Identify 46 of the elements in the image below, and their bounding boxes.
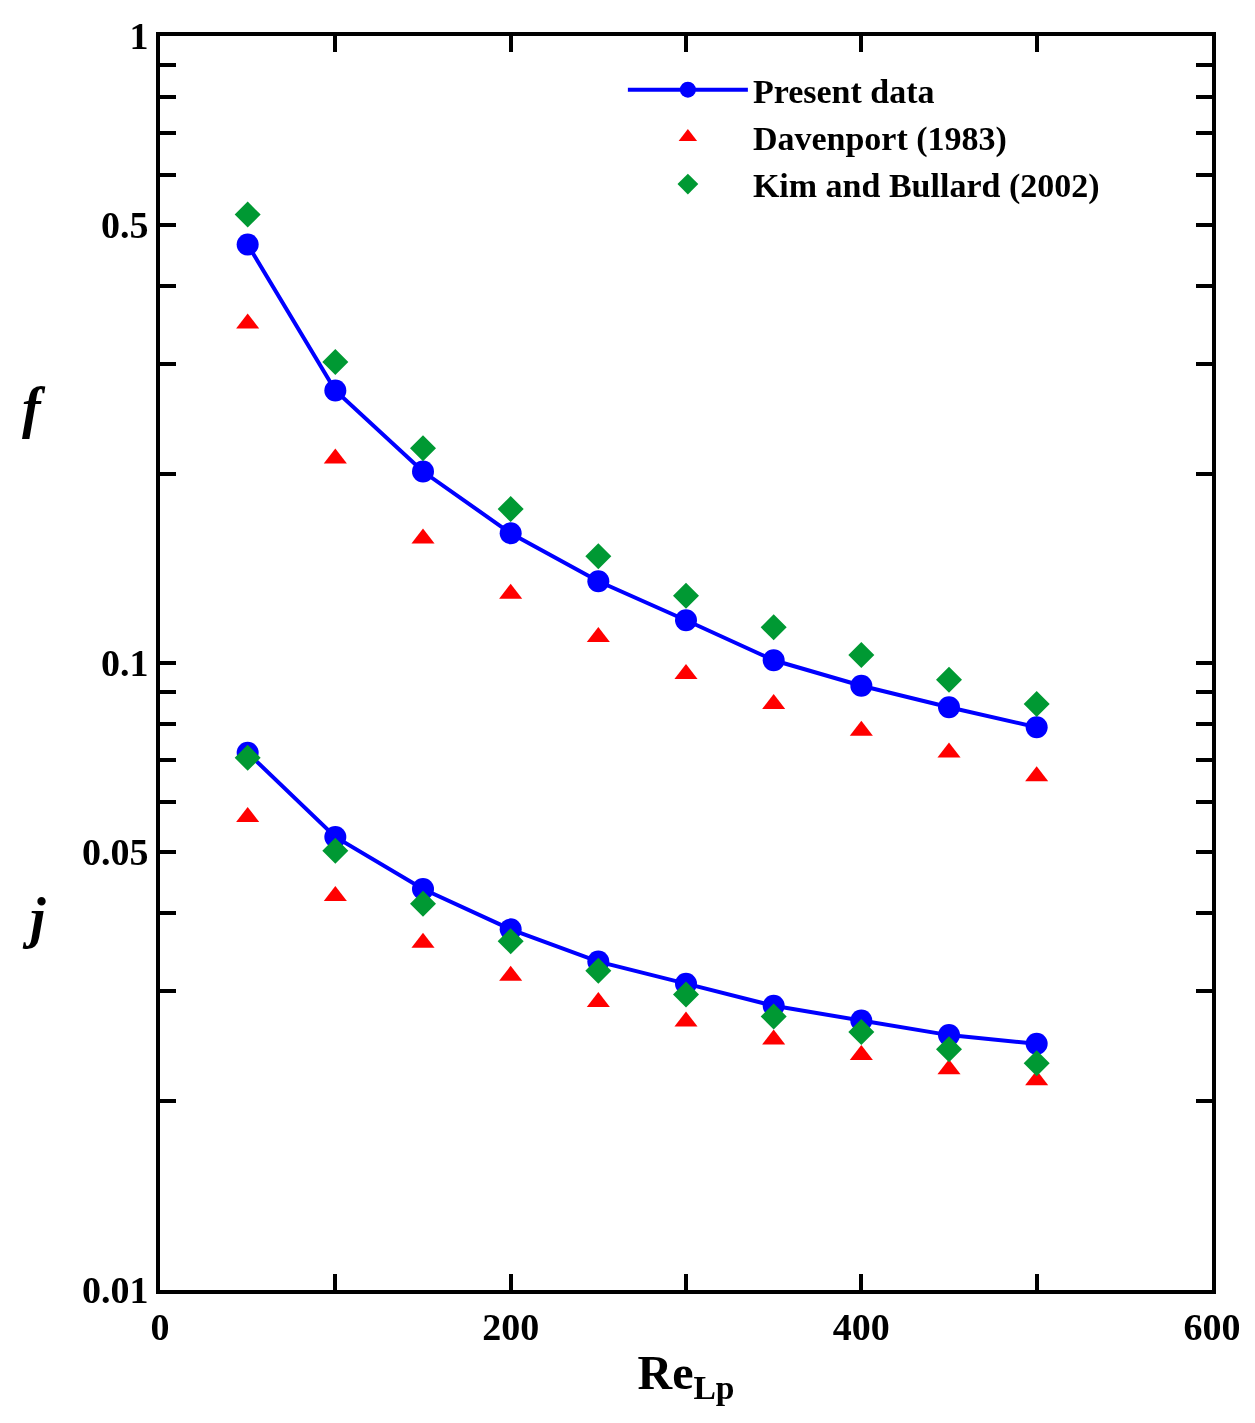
point — [1025, 716, 1048, 739]
y-tick-label: 0.01 — [81, 1269, 149, 1312]
point — [587, 570, 610, 593]
legend-label: Davenport (1983) — [752, 120, 1007, 159]
point — [412, 460, 434, 483]
x-axis-title: Re$_{Lp}$ — [637, 1346, 735, 1407]
point — [760, 614, 787, 641]
point — [499, 522, 522, 545]
point — [850, 674, 873, 697]
y-tick-label: 1 — [129, 15, 149, 58]
point — [848, 641, 875, 668]
point — [938, 696, 960, 719]
point — [675, 609, 697, 632]
point — [234, 201, 261, 228]
x-tick-label: 200 — [482, 1305, 540, 1348]
point — [324, 379, 347, 402]
legend-label: Present data — [752, 72, 935, 110]
point — [410, 890, 436, 917]
y-tick-label: 0.5 — [100, 204, 149, 247]
x-tick-label: 600 — [1183, 1305, 1241, 1348]
point — [410, 435, 436, 462]
point — [322, 349, 349, 376]
point — [322, 837, 349, 864]
point — [585, 957, 612, 984]
point — [762, 649, 785, 672]
point — [760, 1003, 787, 1030]
point — [1025, 1032, 1048, 1055]
point — [236, 233, 259, 256]
point — [936, 666, 962, 693]
point — [497, 496, 524, 523]
point — [936, 1036, 962, 1063]
point — [234, 744, 261, 771]
point — [1023, 691, 1050, 718]
point — [1023, 1050, 1050, 1077]
legend-label: Kim and Bullard (2002) — [752, 167, 1100, 206]
y-tick-label: 0.1 — [100, 642, 149, 685]
point — [497, 928, 524, 955]
point — [585, 543, 612, 570]
x-tick-label: 400 — [832, 1305, 890, 1348]
point — [673, 981, 699, 1008]
text: j — [22, 887, 46, 949]
text: f — [22, 377, 46, 439]
point — [673, 582, 699, 609]
x-tick-label: 0 — [150, 1305, 170, 1348]
point — [848, 1018, 875, 1045]
y-tick-label: 0.05 — [81, 831, 149, 874]
